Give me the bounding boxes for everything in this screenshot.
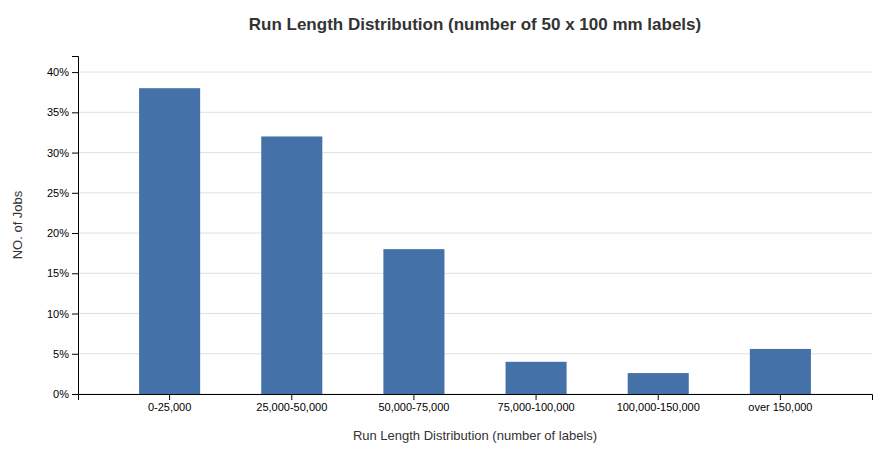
bar [261,136,322,394]
y-tick: 40% [47,66,78,78]
y-tick-label: 15% [47,267,69,279]
y-tick-label: 25% [47,187,69,199]
x-tick-mark [291,394,292,400]
y-tick-mark [72,233,78,234]
y-tick: 20% [47,227,78,239]
y-tick-label: 30% [47,147,69,159]
y-tick: 10% [47,308,78,320]
y-tick: 0% [53,388,78,400]
x-tick-mark [780,394,781,400]
x-tick-mark [169,394,170,400]
x-axis-title: Run Length Distribution (number of label… [353,428,597,443]
y-tick: 5% [53,348,78,360]
x-tick-label: 100,000-150,000 [617,401,700,413]
y-tick-mark [72,394,78,395]
x-tick: 0-25,000 [148,394,191,413]
x-tick-label: 25,000-50,000 [256,401,327,413]
x-tick: 25,000-50,000 [256,394,327,413]
y-tick-label: 10% [47,308,69,320]
bar [139,88,200,394]
bar [750,349,811,394]
y-tick: 30% [47,147,78,159]
x-tick-label: 50,000-75,000 [378,401,449,413]
x-tick-mark [536,394,537,400]
title: Run Length Distribution (number of 50 x … [249,15,701,34]
y-tick-label: 0% [53,388,69,400]
x-tick: 100,000-150,000 [617,394,700,413]
x-tick: over 150,000 [748,394,812,413]
x-axis: 0-25,000 25,000-50,000 50,000-75,000 75,000… [79,394,873,413]
x-tick-label: 75,000-100,000 [498,401,575,413]
x-tick-mark [413,394,414,400]
y-tick-mark [72,314,78,315]
x-axis-line [79,395,873,401]
y-tick-mark [72,153,78,154]
y-tick-mark [72,72,78,73]
y-tick-label: 5% [53,348,69,360]
bar [628,373,689,394]
grid [78,72,872,394]
y-tick: 25% [47,187,78,199]
y-axis: 0% 5% 10% 15% 20% 25% 30% 35% 40% [47,57,79,401]
y-tick-mark [72,112,78,113]
y-tick-label: 40% [47,66,69,78]
y-axis-title: NO. of Jobs [10,190,25,259]
y-tick-label: 20% [47,227,69,239]
y-tick-label: 35% [47,106,69,118]
plot-area: 0% 5% 10% 15% 20% 25% 30% 35% 40% 0-25,000 25,000-… [47,57,873,413]
grid-line [78,72,872,73]
y-tick-mark [72,273,78,274]
x-tick: 75,000-100,000 [498,394,575,413]
y-tick: 35% [47,106,78,118]
x-tick-label: over 150,000 [748,401,812,413]
y-axis-line [72,57,79,395]
bar [383,249,444,394]
y-tick-mark [72,354,78,355]
x-tick: 50,000-75,000 [378,394,449,413]
x-tick-label: 0-25,000 [148,401,191,413]
y-tick: 15% [47,267,78,279]
chart: 0% 5% 10% 15% 20% 25% 30% 35% 40% 0-25,000 25,000-… [0,0,896,458]
x-tick-mark [658,394,659,400]
bar [506,362,567,394]
y-tick-mark [72,193,78,194]
bars [139,88,811,394]
